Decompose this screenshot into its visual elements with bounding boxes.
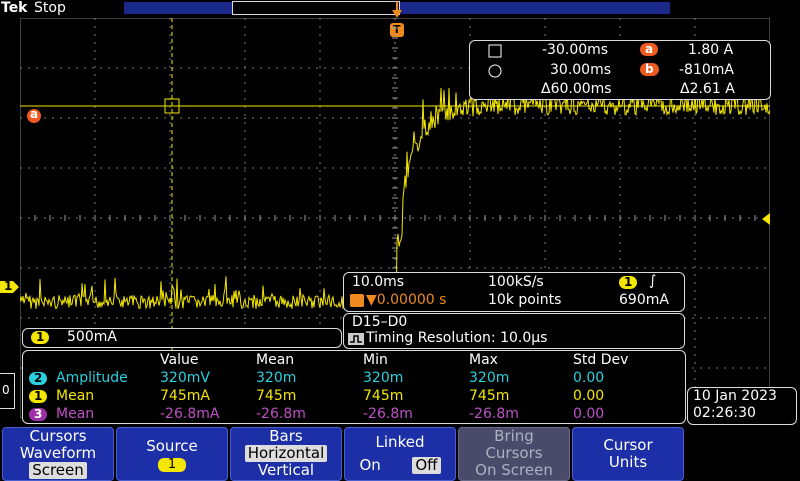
meas-row2-mean: 745m	[256, 388, 297, 404]
source-button[interactable]: Source 1	[116, 427, 228, 481]
cursor-circle-icon	[488, 64, 502, 78]
cursor-units-button[interactable]: Cursor Units	[572, 427, 684, 481]
cursor-square-icon	[488, 44, 502, 58]
trigger-arrow-icon	[390, 1, 404, 37]
meas-header-mean: Mean	[256, 352, 295, 368]
cursor-a-marker-label: a	[30, 107, 39, 121]
trigger-level-arrow-icon	[762, 213, 770, 225]
timebase-panel[interactable]: 10.0ms ▼0.00000 s 100kS/s 10k points 1 ∫…	[343, 272, 685, 312]
channel-offscreen-indicator: 0	[0, 373, 15, 409]
meas-header-min: Min	[363, 352, 388, 368]
measurement-table: Value Mean Min Max Std Dev 2 Amplitude 3…	[22, 350, 686, 424]
linked-button[interactable]: Linked On Off	[344, 427, 456, 481]
cursor-b-time: 30.00ms	[550, 62, 612, 78]
meas-row2-value: 745mA	[160, 388, 210, 404]
acquisition-status: Stop	[34, 0, 66, 16]
channel1-scale: 500mA	[67, 329, 117, 345]
cursor-delta-time: Δ60.00ms	[541, 81, 612, 97]
bring-line3: On Screen	[475, 461, 553, 479]
cursor-a-marker: a	[26, 107, 42, 124]
digital-waveform-icon	[348, 333, 364, 345]
bring-line1: Bring	[494, 427, 534, 445]
meas-row2-min: 745m	[363, 388, 404, 404]
meas-row3-min: -26.8m	[363, 406, 413, 422]
cursor-a-time: -30.00ms	[542, 42, 609, 58]
meas-row1-min: 320m	[363, 370, 404, 386]
meas-row1-max: 320m	[469, 370, 510, 386]
waveform-graticule	[20, 18, 770, 418]
meas-row1-stddev: 0.00	[573, 370, 605, 386]
meas-header-stddev: Std Dev	[573, 352, 629, 368]
bars-vertical-option: Vertical	[257, 461, 315, 479]
channel1-pointer-icon	[0, 281, 19, 293]
cursor-units-line2: Units	[608, 453, 648, 471]
brand-label: Tek	[1, 0, 28, 16]
source-label: Source	[146, 437, 198, 455]
bars-button[interactable]: Bars Horizontal Vertical	[230, 427, 342, 481]
cursor-readout-panel: -30.00ms 30.00ms Δ60.00ms a b 1.80 A -81…	[469, 40, 771, 100]
bars-label: Bars	[269, 427, 303, 445]
linked-label: Linked	[375, 433, 425, 451]
trigger-level-marker	[760, 210, 770, 225]
sample-rate: 100kS/s	[488, 274, 544, 290]
cursors-mode-line2: Waveform	[19, 444, 97, 462]
cursors-mode-line1: Cursors	[29, 427, 87, 445]
digital-label: D15–D0	[352, 314, 408, 330]
cursor-a-circle-icon	[27, 109, 41, 123]
meas-row2-max: 745m	[469, 388, 510, 404]
cursor-square-handle[interactable]	[164, 98, 180, 114]
trigger-position-marker: T	[389, 0, 405, 40]
cursor-units-line1: Cursor	[603, 436, 653, 454]
record-length: 10k points	[488, 292, 562, 308]
source-channel-badge: 1	[157, 458, 187, 472]
meas-row3-name: Mean	[56, 406, 95, 422]
date-label: 10 Jan 2023	[693, 388, 777, 404]
meas-row3-value: -26.8mA	[160, 406, 220, 422]
cursors-mode-button[interactable]: Cursors Waveform Screen	[2, 427, 114, 481]
time-label: 02:26:30	[693, 405, 756, 421]
meas-row3-max: -26.8m	[469, 406, 519, 422]
meas-row2-stddev: 0.00	[573, 388, 605, 404]
horizontal-position: ▼0.00000 s	[366, 292, 447, 308]
meas-row3-mean: -26.8m	[256, 406, 306, 422]
cursor-a-value: 1.80 A	[688, 42, 734, 58]
trigger-marker-label: T	[393, 23, 401, 36]
meas-row1-mean: 320m	[256, 370, 297, 386]
meas-row3-stddev: 0.00	[573, 406, 605, 422]
meas-row1-name: Amplitude	[56, 370, 128, 386]
meas-row1-channel-badge: 2	[29, 372, 48, 385]
meas-header-max: Max	[469, 352, 498, 368]
meas-row2-name: Mean	[56, 388, 95, 404]
linked-off-option: Off	[412, 457, 441, 474]
record-view-window	[232, 1, 400, 15]
meas-row2-channel-badge: 1	[29, 390, 48, 403]
cursor-delta-value: Δ2.61 A	[680, 81, 735, 97]
datetime-panel: 10 Jan 2023 02:26:30	[687, 387, 797, 425]
linked-on-option: On	[359, 456, 381, 474]
bars-horizontal-option: Horizontal	[244, 445, 328, 462]
digital-channels-panel[interactable]: D15–D0 Timing Resolution: 10.0µs	[343, 313, 685, 349]
cursor-b-value: -810mA	[679, 62, 734, 78]
trigger-level: 690mA	[619, 292, 669, 308]
digital-timing-resolution: Timing Resolution: 10.0µs	[366, 330, 548, 346]
channel1-marker-label: 1	[4, 279, 13, 293]
meas-header-value: Value	[160, 352, 199, 368]
trigger-slope-icon: ∫	[649, 273, 657, 289]
bring-cursors-on-screen-button[interactable]: Bring Cursors On Screen	[458, 427, 570, 481]
meas-row3-channel-badge: 3	[29, 408, 48, 421]
channel1-badge: 1	[31, 331, 50, 344]
channel1-scale-panel[interactable]: 1 500mA	[22, 328, 342, 348]
trigger-t-icon	[350, 294, 364, 307]
channel1-ground-marker[interactable]: 1	[0, 279, 20, 295]
cursor-b-badge: b	[640, 63, 659, 76]
cursors-mode-selected: Screen	[29, 462, 87, 479]
bezel-button-row: Cursors Waveform Screen Source 1 Bars Ho…	[0, 425, 800, 481]
meas-row1-value: 320mV	[160, 370, 210, 386]
timebase-scale: 10.0ms	[352, 274, 405, 290]
trigger-source-badge: 1	[619, 276, 638, 289]
bring-line2: Cursors	[485, 444, 543, 462]
cursor-a-badge: a	[640, 43, 659, 56]
